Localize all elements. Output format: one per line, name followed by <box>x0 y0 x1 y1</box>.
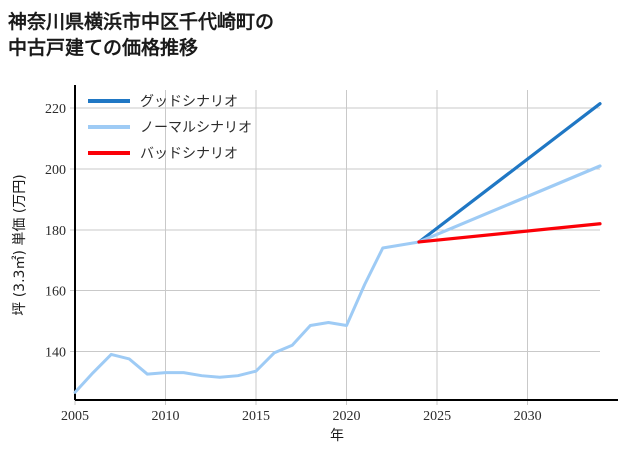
series-line-historical <box>73 240 421 394</box>
y-tick-label: 180 <box>45 224 66 239</box>
y-tick-label: 200 <box>45 163 66 178</box>
x-tick-label: 2030 <box>514 409 542 424</box>
x-tick-label: 2020 <box>333 409 361 424</box>
x-tick-label: 2005 <box>61 409 89 424</box>
y-tick-label: 220 <box>45 102 66 117</box>
tick-labels-layer: 140 160 180 200 220 2005 2010 2015 2020 2025 2030 <box>45 102 542 424</box>
chart-title-line-1: 神奈川県横浜市中区千代崎町の <box>8 10 274 33</box>
legend-label: ノーマルシナリオ <box>140 121 252 136</box>
y-tick-label: 140 <box>45 345 66 360</box>
series-line-forecast <box>417 164 602 244</box>
legend-label: バッドシナリオ <box>140 147 238 162</box>
series-layer <box>73 102 602 394</box>
series-line-forecast <box>417 102 602 244</box>
x-tick-label: 2015 <box>242 409 270 424</box>
x-tick-label: 2010 <box>152 409 180 424</box>
legend-label: グッドシナリオ <box>140 94 238 110</box>
x-axis-title: 年 <box>330 428 344 444</box>
chart-title-line-2: 中古戸建ての価格推移 <box>8 36 198 59</box>
series-line-forecast <box>417 222 602 244</box>
axis-layer <box>74 85 618 401</box>
y-axis-title: 坪 (3.3㎡) 単価 (万円) <box>12 174 28 315</box>
y-tick-label: 160 <box>45 285 66 300</box>
x-tick-label: 2025 <box>423 409 451 424</box>
